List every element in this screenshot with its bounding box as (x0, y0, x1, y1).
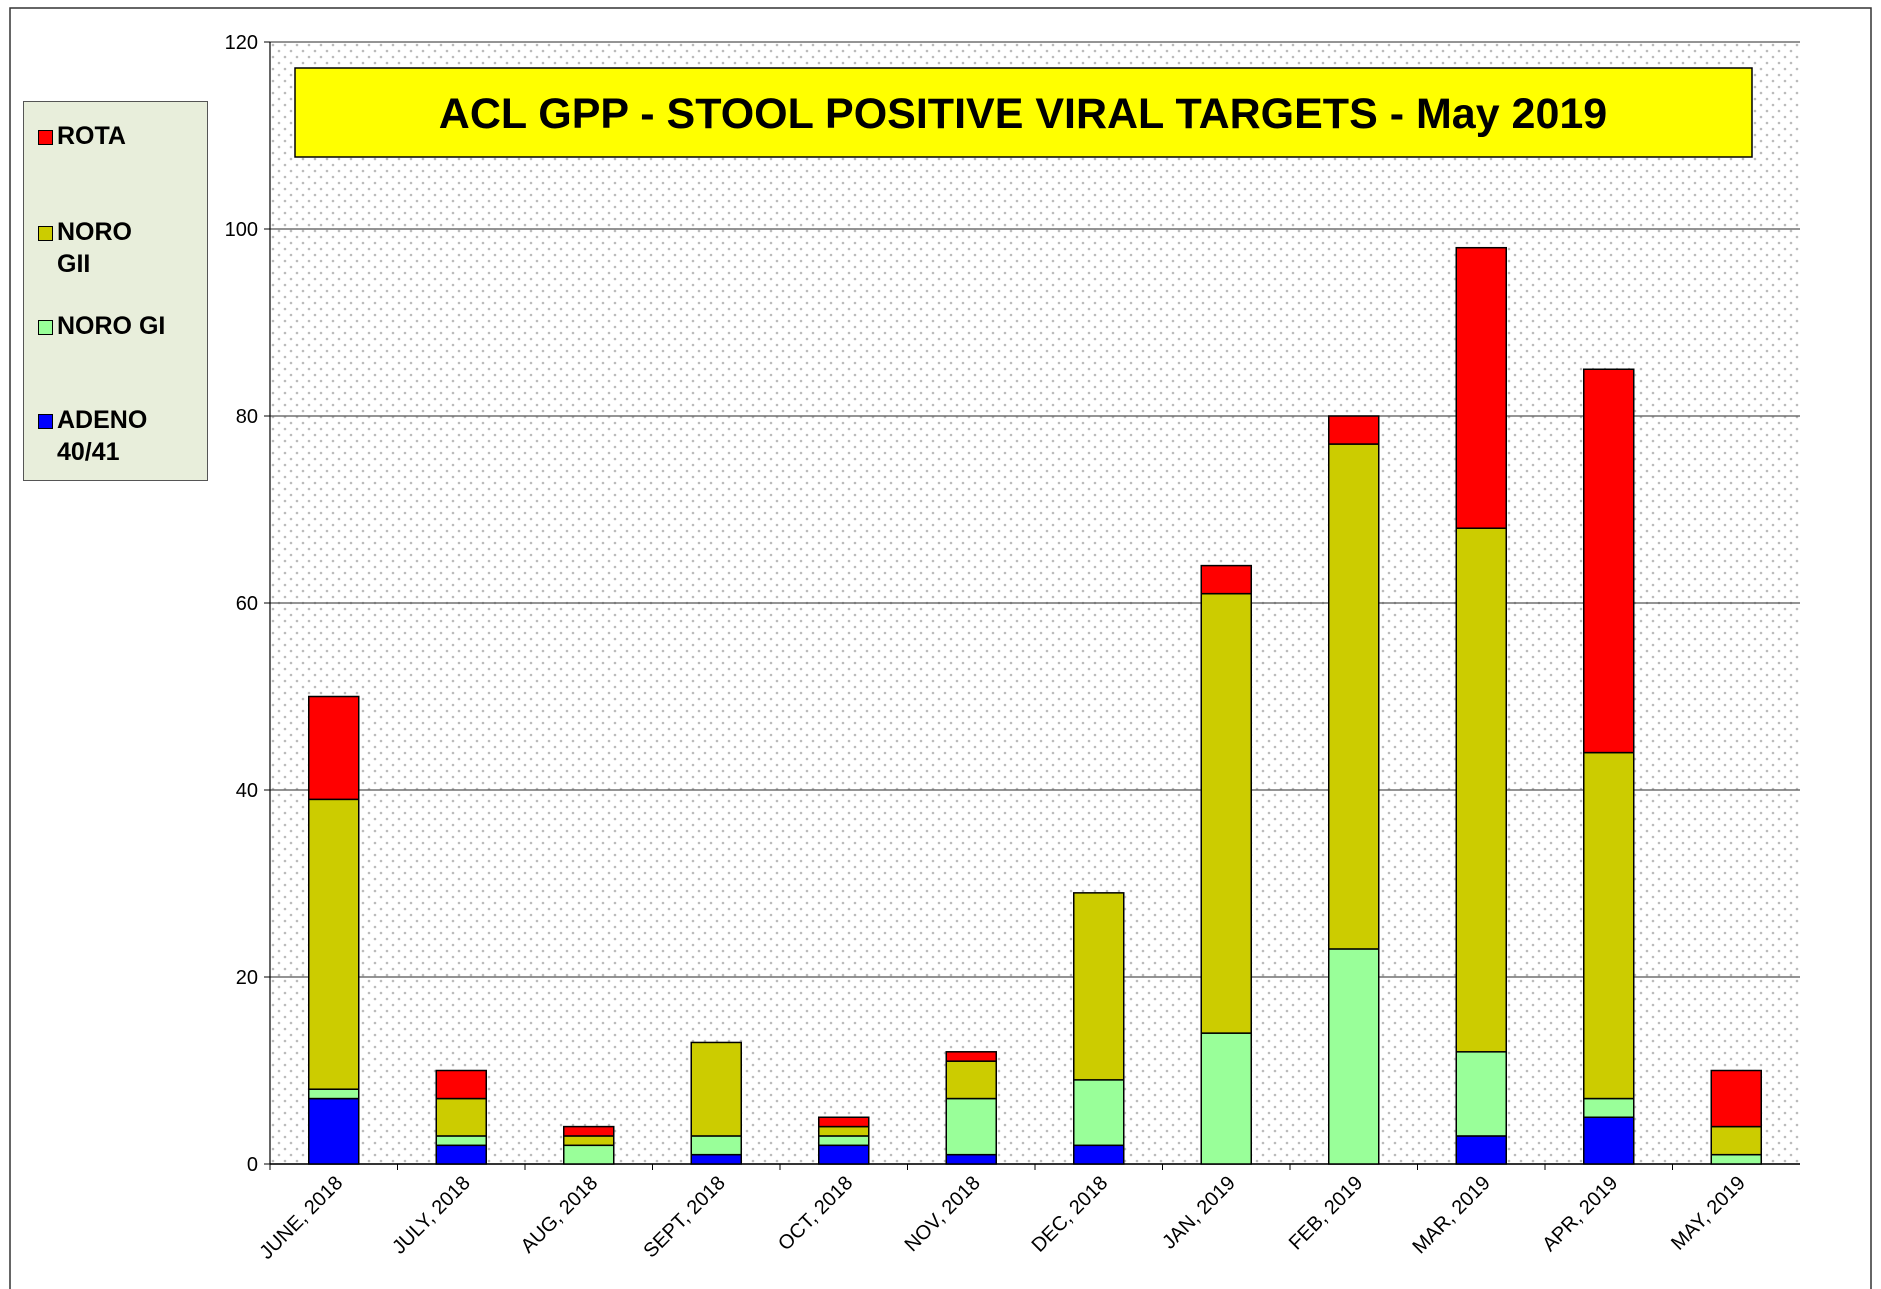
y-tick-label: 80 (236, 406, 258, 428)
bar-segment (945, 1153, 997, 1165)
bar-segment (308, 695, 360, 801)
bar-segment (435, 1135, 487, 1147)
legend-item: NORO GII (38, 216, 188, 280)
bar-segment (690, 1135, 742, 1156)
x-tick-label: MAR, 2019 (1408, 1172, 1494, 1258)
bar-segment (1583, 751, 1635, 1100)
y-tick-label: 0 (247, 1154, 258, 1176)
bar-segment (1328, 415, 1380, 445)
bar-segment (1710, 1153, 1762, 1165)
x-tick-label: DEC, 2018 (1028, 1172, 1113, 1257)
legend-item: ROTA (38, 120, 188, 152)
bar-segment (308, 798, 360, 1090)
x-tick-label: FEB, 2019 (1285, 1172, 1367, 1254)
bar-segment (690, 1041, 742, 1137)
bar-segment (1455, 1135, 1507, 1165)
bar-segment (435, 1097, 487, 1137)
bar-segment (1583, 1116, 1635, 1165)
bar-segment (1583, 1097, 1635, 1119)
x-tick-label: OCT, 2018 (774, 1172, 857, 1255)
bar-segment (945, 1060, 997, 1100)
x-tick-label: JUNE, 2018 (255, 1172, 347, 1264)
bar-segment (818, 1125, 870, 1137)
y-tick-label: 60 (236, 593, 258, 615)
legend-label: NORO GI (57, 312, 166, 340)
bar-segment (1455, 1051, 1507, 1137)
bar-segment (1328, 948, 1380, 1165)
bar-segment (945, 1097, 997, 1156)
bar-segment (1710, 1125, 1762, 1156)
legend-label: ROTA (57, 122, 126, 150)
y-tick-label: 20 (236, 967, 258, 989)
bar-segment (1073, 892, 1125, 1081)
title-box (294, 67, 1753, 158)
bar-segment (1328, 443, 1380, 950)
legend: ROTA NORO GII NORO GI ADENO 40/41 (23, 101, 208, 481)
legend-swatch (38, 414, 53, 429)
x-tick-label: JULY, 2018 (388, 1172, 475, 1259)
y-tick-label: 120 (225, 32, 258, 54)
bar-segment (435, 1069, 487, 1100)
bar-segment (1455, 527, 1507, 1053)
x-tick-label: AUG, 2018 (517, 1172, 603, 1258)
bar-segment (563, 1125, 615, 1137)
bar-segment (818, 1135, 870, 1147)
legend-swatch (38, 320, 53, 335)
bar-segment (1200, 1032, 1252, 1165)
x-tick-label: MAY, 2019 (1667, 1172, 1750, 1255)
bar-segment (1073, 1079, 1125, 1147)
chart-title: ACL GPP - STOOL POSITIVE VIRAL TARGETS -… (439, 90, 1607, 138)
x-tick-label: APR, 2019 (1538, 1172, 1622, 1256)
bar-segment (563, 1135, 615, 1147)
x-tick-label: SEPT, 2018 (640, 1172, 730, 1262)
frame (9, 7, 1872, 1289)
legend-label: ADENO 40/41 (57, 406, 148, 466)
bar-segment (818, 1144, 870, 1165)
legend-swatch (38, 226, 53, 241)
legend-item: ADENO 40/41 (38, 404, 188, 468)
bar-segment (818, 1116, 870, 1128)
legend-label: NORO GII (57, 218, 132, 278)
x-tick-label: JAN, 2019 (1158, 1172, 1240, 1254)
bar-segment (690, 1153, 742, 1165)
legend-item: NORO GI (38, 310, 188, 342)
bar-segment (308, 1097, 360, 1165)
x-tick-label: NOV, 2018 (901, 1172, 985, 1256)
bar-segment (1710, 1069, 1762, 1128)
bar-segment (1583, 368, 1635, 754)
bar-segment (945, 1051, 997, 1062)
y-tick-label: 40 (236, 780, 258, 802)
bar-segment (1455, 246, 1507, 529)
bar-segment (308, 1088, 360, 1100)
bar-segment (435, 1144, 487, 1165)
bar-segment (563, 1144, 615, 1165)
y-tick-label: 100 (225, 219, 258, 241)
bar-segment (1200, 592, 1252, 1034)
bar-segment (1073, 1144, 1125, 1165)
bar-segment (1200, 564, 1252, 595)
legend-swatch (38, 130, 53, 145)
